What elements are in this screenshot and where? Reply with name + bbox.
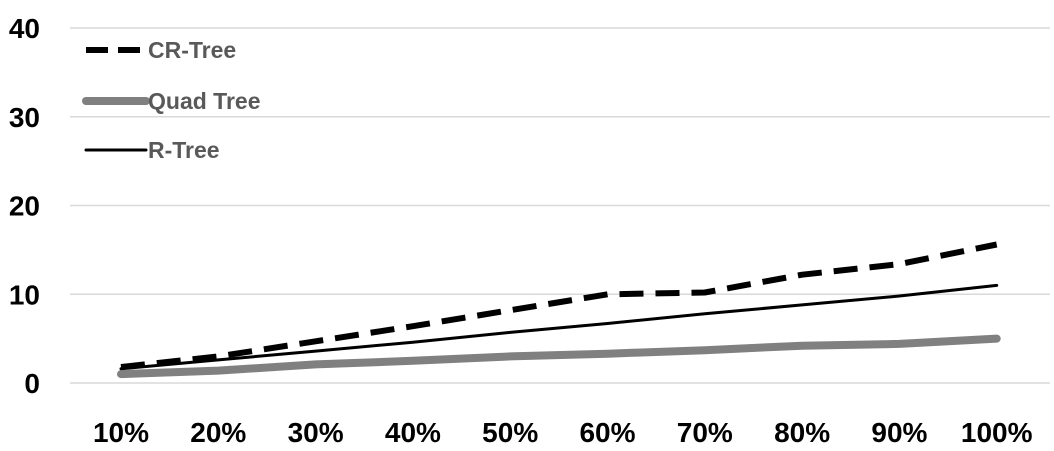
x-tick-label: 30% [288,417,344,448]
series-lines [117,241,1001,379]
x-tick-label: 80% [774,417,830,448]
legend-label-quad-tree: Quad Tree [148,88,260,114]
legend-label-r-tree: R-Tree [148,137,220,163]
x-tick-label: 70% [677,417,733,448]
x-tick-label: 100% [961,417,1033,448]
y-tick-label: 10 [9,279,40,310]
y-tick-label: 0 [24,368,40,399]
x-tick-label: 20% [190,417,246,448]
x-axis-tick-labels: 10% 20% 30% 40% 50% 60% 70% 80% 90% 100% [93,417,1033,448]
x-tick-label: 50% [482,417,538,448]
y-tick-label: 30 [9,102,40,133]
y-tick-label: 40 [9,13,40,44]
series-line-quad-tree [117,334,1001,379]
legend: CR-Tree Quad Tree R-Tree [82,37,260,163]
x-tick-label: 10% [93,417,149,448]
x-tick-label: 90% [871,417,927,448]
y-axis-tick-labels: 0 10 20 30 40 [9,13,40,399]
x-tick-label: 40% [385,417,441,448]
series-line-cr-tree [120,241,998,370]
series-line-r-tree [119,283,999,371]
legend-label-cr-tree: CR-Tree [148,37,236,63]
gridlines [70,27,1050,384]
y-tick-label: 20 [9,191,40,222]
x-tick-label: 60% [579,417,635,448]
